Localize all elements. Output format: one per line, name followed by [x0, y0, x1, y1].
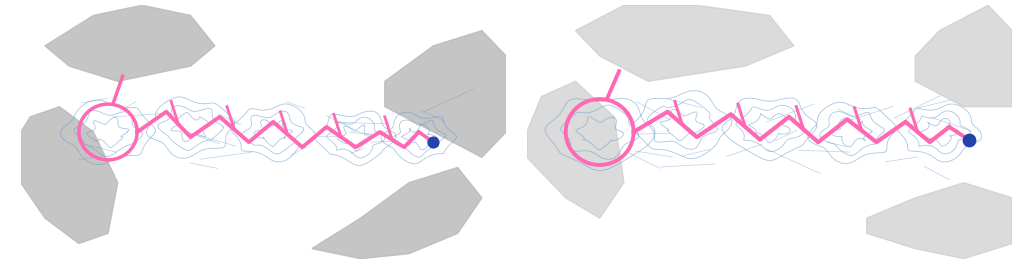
Polygon shape [21, 107, 118, 243]
Polygon shape [915, 5, 1012, 107]
Polygon shape [527, 81, 624, 218]
Point [426, 140, 442, 144]
Polygon shape [45, 5, 215, 81]
Polygon shape [385, 31, 506, 157]
Point [961, 138, 977, 142]
Polygon shape [312, 167, 482, 259]
Polygon shape [575, 5, 794, 81]
Polygon shape [867, 183, 1012, 259]
